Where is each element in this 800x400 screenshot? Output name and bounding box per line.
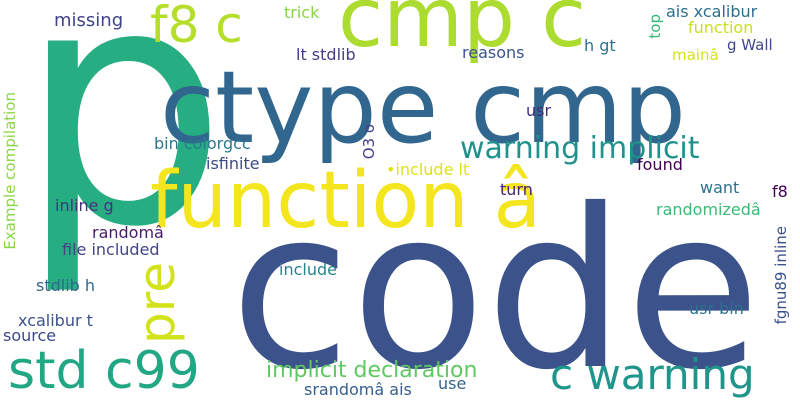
word-bin-colorgcc: bin colorgcc: [154, 134, 251, 153]
word-top: top: [646, 14, 664, 39]
word-p: p: [18, 0, 228, 299]
word-h-gt: h gt: [584, 36, 616, 55]
word-cmp-c: cmp c: [338, 0, 587, 66]
word-reasons: reasons: [462, 43, 525, 62]
word-xcalibur-t: xcalibur t: [18, 311, 93, 330]
word-use: use: [438, 374, 467, 393]
word-usr-bin: usr bin: [689, 299, 744, 318]
word-g-wall: g Wall: [727, 36, 773, 54]
word-isfinite: isfinite: [206, 154, 260, 173]
word-c-warning: c warning: [550, 350, 755, 399]
word-found: found: [637, 155, 683, 174]
word-o3-o: O3 o: [360, 124, 378, 160]
word-source: source: [3, 326, 57, 345]
word-want: want: [700, 178, 740, 197]
word-lt-stdlib: lt stdlib: [296, 45, 356, 64]
word-trick: trick: [284, 3, 320, 22]
word-randoma: randomâ: [92, 223, 164, 242]
word-randomizeda: randomizedâ: [656, 200, 761, 219]
word-stdlib-h: stdlib h: [36, 276, 96, 295]
word-function-a: function â: [150, 156, 542, 246]
word-code: code: [230, 162, 761, 400]
word-file-included: file included: [62, 240, 160, 259]
word-include: include: [279, 260, 337, 279]
word-fgnu89-inline: fgnu89 inline: [772, 226, 790, 325]
word-include-lt: •include lt: [386, 160, 470, 179]
word-srandoma-ais: srandomâ ais: [304, 380, 412, 399]
word-ctype-cmp: ctype cmp: [160, 49, 687, 166]
word-usr: usr: [526, 101, 552, 120]
word-inline-g: inline g: [55, 196, 114, 215]
word-pre: pre: [128, 262, 186, 344]
word-warning-implicit: warning implicit: [460, 131, 700, 166]
word-missing: missing: [54, 10, 124, 31]
word-function-small: function: [688, 18, 754, 37]
word-std-c99: std c99: [8, 341, 200, 400]
word-maina: mainâ: [672, 46, 719, 64]
word-example-compilation: Example compilation: [1, 92, 19, 250]
word-turn: turn: [500, 180, 533, 199]
word-f8-c: f8 c: [150, 0, 243, 54]
word-implicit-declaration: implicit declaration: [266, 358, 478, 383]
word-f8: f8: [772, 182, 788, 201]
word-ais-xcalibur: ais xcalibur: [666, 2, 758, 21]
